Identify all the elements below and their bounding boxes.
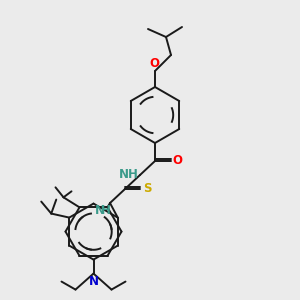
Text: O: O <box>172 154 182 167</box>
Text: NH: NH <box>119 167 139 181</box>
Text: O: O <box>149 57 159 70</box>
Text: H: H <box>101 204 111 217</box>
Text: N: N <box>88 274 98 288</box>
Text: S: S <box>143 182 152 196</box>
Text: N: N <box>95 204 105 217</box>
